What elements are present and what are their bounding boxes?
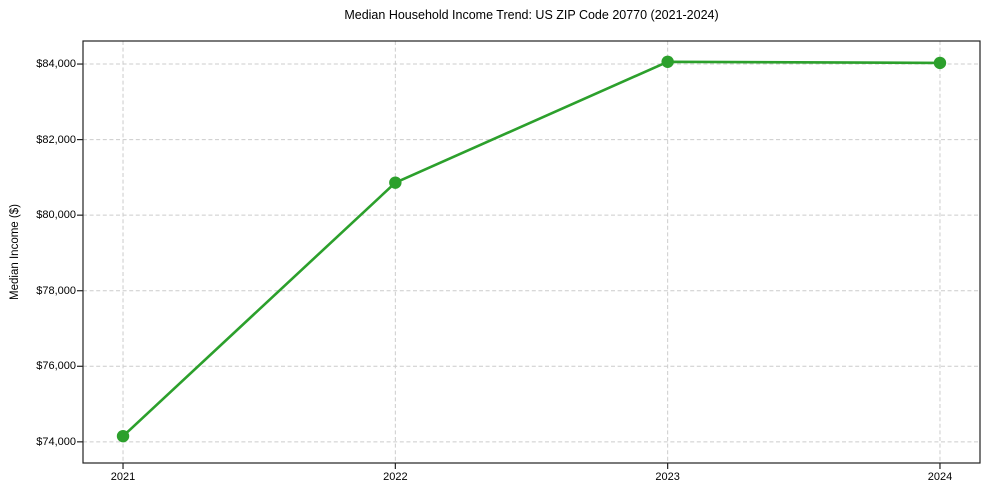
y-tick-label: $76,000	[36, 360, 76, 373]
y-tick-label: $74,000	[36, 435, 76, 448]
x-tick-label: 2021	[110, 471, 136, 483]
y-tick-label: $84,000	[36, 58, 76, 71]
y-tick-label: $78,000	[36, 284, 76, 297]
data-point-2024	[933, 56, 947, 70]
x-tick-label: 2023	[655, 471, 680, 483]
x-tick-label: 2024	[927, 471, 953, 483]
axes-frame	[82, 40, 981, 464]
chart-title: Median Household Income Trend: US ZIP Co…	[344, 8, 719, 22]
income-trend-line	[121, 60, 942, 438]
x-tick-label: 2022	[383, 471, 408, 483]
y-tick-label: $82,000	[36, 133, 76, 146]
data-point-2022	[389, 176, 402, 189]
data-point-2023	[661, 55, 674, 68]
data-point-2021	[116, 429, 130, 443]
y-tick-label: $80,000	[36, 209, 76, 222]
